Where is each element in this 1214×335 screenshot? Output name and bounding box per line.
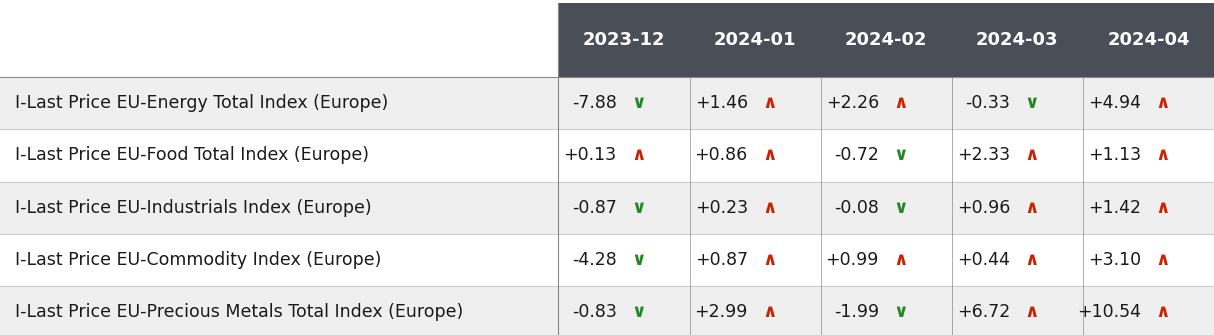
Text: +4.94: +4.94 (1088, 94, 1141, 112)
Text: +1.13: +1.13 (1088, 146, 1141, 164)
Text: -0.33: -0.33 (965, 94, 1010, 112)
Text: +2.99: +2.99 (694, 303, 748, 321)
Text: ∧: ∧ (1025, 199, 1039, 217)
Text: ∧: ∧ (762, 94, 777, 112)
Text: +0.96: +0.96 (957, 199, 1010, 217)
Text: -0.83: -0.83 (572, 303, 617, 321)
Text: -1.99: -1.99 (834, 303, 879, 321)
Text: ∨: ∨ (631, 94, 646, 112)
Text: +3.10: +3.10 (1088, 251, 1141, 269)
Text: -0.08: -0.08 (834, 199, 879, 217)
Text: -0.87: -0.87 (572, 199, 617, 217)
Bar (558, 3, 1214, 77)
Text: +1.46: +1.46 (694, 94, 748, 112)
Text: +2.26: +2.26 (826, 94, 879, 112)
Text: ∧: ∧ (1025, 303, 1039, 321)
Text: +0.86: +0.86 (694, 146, 748, 164)
Text: ∨: ∨ (1025, 94, 1039, 112)
Text: ∧: ∧ (762, 251, 777, 269)
Bar (0, 182, 1214, 234)
Text: ∧: ∧ (894, 251, 908, 269)
Text: +0.44: +0.44 (957, 251, 1010, 269)
Text: I-Last Price EU-Industrials Index (Europe): I-Last Price EU-Industrials Index (Europ… (15, 199, 371, 217)
Text: 2023-12: 2023-12 (583, 31, 665, 49)
Text: +1.42: +1.42 (1088, 199, 1141, 217)
Text: 2024-04: 2024-04 (1107, 31, 1190, 49)
Text: +0.87: +0.87 (694, 251, 748, 269)
Text: +0.13: +0.13 (563, 146, 617, 164)
Bar (0, 129, 1214, 182)
Text: ∨: ∨ (894, 199, 908, 217)
Text: +0.99: +0.99 (826, 251, 879, 269)
Text: I-Last Price EU-Energy Total Index (Europe): I-Last Price EU-Energy Total Index (Euro… (15, 94, 387, 112)
Text: 2024-01: 2024-01 (714, 31, 796, 49)
Text: +6.72: +6.72 (957, 303, 1010, 321)
Bar (0, 77, 1214, 129)
Text: ∧: ∧ (1156, 251, 1170, 269)
Text: ∨: ∨ (894, 146, 908, 164)
Text: ∧: ∧ (894, 94, 908, 112)
Text: I-Last Price EU-Precious Metals Total Index (Europe): I-Last Price EU-Precious Metals Total In… (15, 303, 463, 321)
Text: I-Last Price EU-Commodity Index (Europe): I-Last Price EU-Commodity Index (Europe) (15, 251, 381, 269)
Text: -7.88: -7.88 (572, 94, 617, 112)
Text: +0.23: +0.23 (694, 199, 748, 217)
Text: ∧: ∧ (1025, 251, 1039, 269)
Text: ∨: ∨ (631, 199, 646, 217)
Bar (0, 234, 1214, 286)
Text: ∧: ∧ (1156, 146, 1170, 164)
Text: +2.33: +2.33 (957, 146, 1010, 164)
Text: -0.72: -0.72 (834, 146, 879, 164)
Text: I-Last Price EU-Food Total Index (Europe): I-Last Price EU-Food Total Index (Europe… (15, 146, 369, 164)
Text: -4.28: -4.28 (572, 251, 617, 269)
Text: ∨: ∨ (894, 303, 908, 321)
Text: ∧: ∧ (1025, 146, 1039, 164)
Text: ∧: ∧ (631, 146, 646, 164)
Text: ∧: ∧ (1156, 303, 1170, 321)
Text: 2024-03: 2024-03 (976, 31, 1059, 49)
Text: ∧: ∧ (762, 146, 777, 164)
Text: ∧: ∧ (762, 199, 777, 217)
Text: +10.54: +10.54 (1077, 303, 1141, 321)
Text: ∧: ∧ (1156, 94, 1170, 112)
Text: ∨: ∨ (631, 303, 646, 321)
Text: ∧: ∧ (1156, 199, 1170, 217)
Bar (0, 286, 1214, 335)
Text: ∧: ∧ (762, 303, 777, 321)
Text: 2024-02: 2024-02 (845, 31, 927, 49)
Text: ∨: ∨ (631, 251, 646, 269)
